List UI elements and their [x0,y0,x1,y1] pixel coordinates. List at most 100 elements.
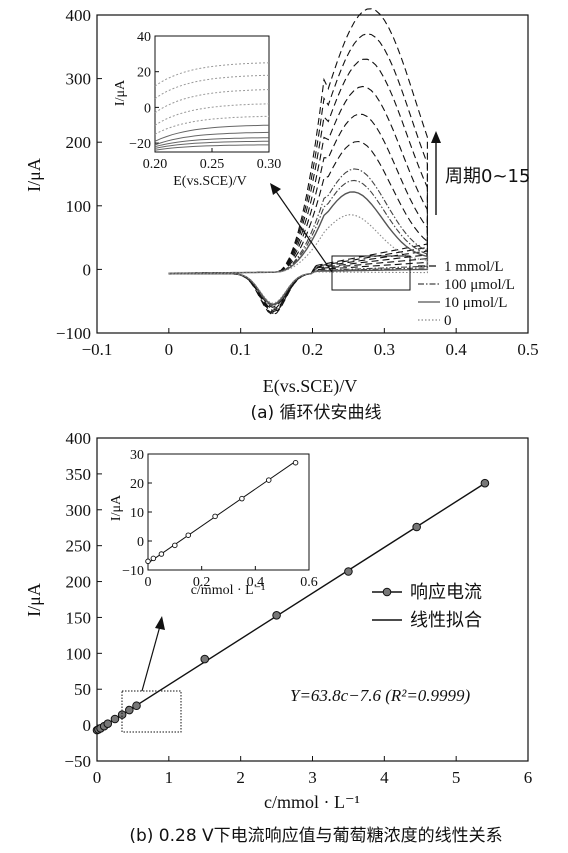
fit-line [96,482,486,732]
inset-data-point [145,558,151,565]
a-inset-curve [154,62,270,87]
b-ytick-label: 300 [66,501,92,520]
b-xtick-label: 3 [308,768,317,787]
a-inset-curve [154,115,270,135]
panel-b-inset-y-label: I/μA [109,494,124,521]
cv-curve [168,191,429,306]
panel-a-x-ticks: −0.1 0 0.1 0.2 0.3 0.4 0.5 [82,328,539,359]
cycle-arrowhead [431,131,441,143]
a-inset-ytick-label: 20 [137,66,151,81]
panel-a-y-label: I/μA [24,158,44,192]
inset-data-point [150,555,157,562]
a-inset-curve [154,137,270,148]
b-ytick-label: −50 [64,752,91,771]
a-inset-ytick-label: 0 [144,101,151,116]
inset-data-point [158,551,165,557]
cycle-annotation: 周期0~15 [445,166,530,187]
panel-b-zoom-region [121,690,182,733]
b-xtick-label: 4 [380,768,389,787]
panel-b-inset-x-label: c/mmol · L⁻¹ [191,583,266,598]
inset-data-point [185,532,191,538]
b-inset-ytick-label: 30 [130,448,144,463]
data-point [412,522,421,532]
a-inset-curve [154,103,270,126]
a-inset-curve [154,131,270,146]
data-point [110,714,120,724]
b-ytick-label: 350 [66,465,92,484]
a-inset-curve [154,124,270,142]
a-inset-xtick-label: 0.30 [257,157,282,172]
b-inset-xtick-label: 0.4 [247,575,265,590]
inset-data-point [292,459,299,466]
panel-b-x-label: c/mmol · L⁻¹ [264,792,360,812]
legend-response-marker [382,587,392,597]
panel-b-fit-line-group [96,482,486,732]
data-point [480,478,490,488]
a-xtick-label: −0.1 [82,340,113,359]
a-xtick-label: 0 [165,340,174,359]
a-ytick-label: 100 [66,197,92,216]
b-xtick-label: 2 [236,768,245,787]
panel-a-caption: (a) 循环伏安曲线 [250,403,381,423]
b-inset-xtick-label: 0 [145,575,152,590]
panel-a-inset-curves [154,62,270,151]
b-inset-xtick-label: 0.2 [193,575,211,590]
b-ytick-label: 100 [66,644,92,663]
a-xtick-label: 0.5 [517,340,538,359]
inset-data-point [212,513,218,520]
panel-b-caption: (b) 0.28 V下电流响应值与葡萄糖浓度的线性关系 [129,826,502,846]
a-xtick-label: 0.2 [302,340,323,359]
data-point [272,610,281,620]
a-inset-ytick-label: 40 [137,30,151,45]
data-point [344,567,353,576]
panel-b-x-ticks: 0 1 2 3 4 5 6 [93,756,533,787]
panel-a-x-label: E(vs.SCE)/V [263,376,358,397]
b-xtick-label: 1 [165,768,174,787]
legend-fit-label: 线性拟合 [410,610,482,631]
b-inset-ytick-label: −10 [122,564,144,579]
a-ytick-label: 400 [66,6,92,25]
panel-a-inset: 0.20 0.25 0.30 −20 0 20 40 E(vs.SCE)/V I/μA [113,30,281,189]
b-xtick-label: 0 [93,768,102,787]
a-inset-ytick-label: −20 [129,137,151,152]
a-xtick-label: 0.3 [374,340,395,359]
data-point [103,719,113,728]
a-legend-label: 10 μmol/L [444,295,507,311]
b-ytick-label: 50 [74,680,91,699]
b-inset-ytick-label: 0 [137,535,144,550]
panel-b-legend: 响应电流 线性拟合 [372,582,482,631]
panel-a-zoom-pointer-head [270,183,281,195]
cv-curve [168,214,428,304]
a-xtick-label: 0.1 [230,340,251,359]
b-ytick-label: 250 [66,537,92,556]
panel-a-legend: 1 mmol/L 100 μmol/L 10 μmol/L 0 [418,259,515,329]
inset-data-point [266,477,272,483]
inset-data-point [172,542,178,549]
a-ytick-label: 0 [83,260,92,279]
panel-b-y-ticks: −50 0 50 100 150 200 250 300 350 400 [64,429,102,771]
b-xtick-label: 6 [524,768,533,787]
panel-a-zoom-pointer [274,189,333,273]
inset-data-point [239,495,245,502]
panel-a-inset-x-label: E(vs.SCE)/V [173,174,247,189]
a-inset-curve [154,140,269,149]
panel-a-inset-y-label: I/μA [113,79,128,106]
a-inset-curve [154,144,269,151]
panel-b-inset-frame [147,453,310,571]
b-inset-ytick-label: 20 [130,477,144,492]
b-inset-ytick-label: 10 [130,506,144,521]
panel-a-y-ticks: −100 0 100 200 300 400 [56,6,102,343]
a-ytick-label: 200 [66,133,92,152]
a-xtick-label: 0.4 [446,340,468,359]
a-ytick-label: 300 [66,70,92,89]
panel-b-inset-plot [145,459,299,565]
data-point [117,710,127,719]
panel-a-zoom-region [331,255,411,291]
legend-response-label: 响应电流 [410,582,482,603]
panel-b-y-label: I/μA [24,583,44,617]
b-ytick-label: 0 [83,716,92,735]
